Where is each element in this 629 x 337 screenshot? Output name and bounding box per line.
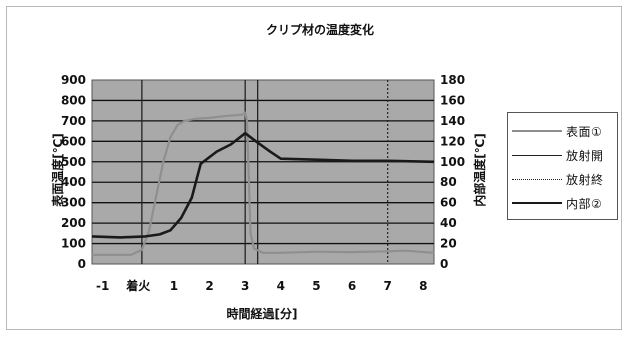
x-tick-label: -1 (96, 279, 109, 293)
y-right-tick-label: 120 (440, 134, 465, 148)
left-axis-ticks: 0 100 200 300 400 500 600 700 800 900 (61, 73, 86, 271)
legend-swatch (512, 178, 562, 180)
y-right-tick-label: 80 (440, 175, 457, 189)
plot-area (91, 79, 435, 265)
y-left-tick-label: 0 (78, 257, 86, 271)
x-tick-label: 6 (348, 279, 356, 293)
y-right-tick-label: 160 (440, 93, 465, 107)
y-axis-right-label: 内部温度[℃] (472, 133, 487, 207)
legend: 表面① 放射開 放射終 内部② (507, 112, 618, 220)
y-right-tick-label: 140 (440, 114, 465, 128)
legend-swatch (512, 202, 562, 204)
y-axis-left-label: 表面温度[℃] (50, 133, 65, 208)
series-line-surface (92, 111, 435, 256)
y-left-tick-label: 800 (61, 93, 86, 107)
x-axis-ticks: -1 着火 1 2 3 4 5 6 7 8 (96, 278, 427, 293)
series-line-internal (91, 131, 435, 239)
y-right-tick-label: 100 (440, 155, 465, 169)
x-tick-label: 着火 (125, 278, 151, 293)
y-left-tick-label: 700 (61, 114, 86, 128)
y-right-tick-label: 60 (440, 196, 457, 210)
legend-label: 放射開 (566, 148, 604, 163)
y-right-tick-label: 20 (440, 237, 457, 251)
x-tick-label: 1 (170, 279, 178, 293)
y-left-tick-label: 500 (61, 155, 86, 169)
legend-item-radiation-start: 放射開 (512, 143, 613, 167)
x-tick-label: 5 (312, 279, 320, 293)
legend-swatch (512, 154, 562, 156)
legend-label: 内部② (566, 196, 603, 211)
y-left-tick-label: 300 (61, 196, 86, 210)
x-axis-label: 時間経過[分] (227, 306, 298, 321)
y-right-tick-label: 180 (440, 73, 465, 87)
legend-item-internal: 内部② (512, 191, 613, 215)
x-tick-label: 8 (419, 279, 427, 293)
right-axis-ticks: 0 20 40 60 80 100 120 140 160 180 (440, 73, 465, 271)
x-tick-label: 7 (384, 279, 392, 293)
chart-title: クリプ材の温度変化 (266, 22, 374, 37)
y-left-tick-label: 400 (61, 175, 86, 189)
legend-label: 放射終 (566, 172, 604, 187)
y-left-tick-label: 200 (61, 216, 86, 230)
x-tick-label: 4 (277, 279, 285, 293)
legend-swatch (512, 130, 562, 132)
y-left-tick-label: 900 (61, 73, 86, 87)
y-right-tick-label: 0 (440, 257, 448, 271)
x-tick-label: 2 (205, 279, 213, 293)
y-left-tick-label: 100 (61, 237, 86, 251)
legend-label: 表面① (566, 124, 603, 139)
y-right-tick-label: 40 (440, 216, 457, 230)
y-left-tick-label: 600 (61, 134, 86, 148)
x-tick-label: 3 (241, 279, 249, 293)
legend-item-radiation-end: 放射終 (512, 167, 613, 191)
legend-item-surface: 表面① (512, 119, 613, 143)
